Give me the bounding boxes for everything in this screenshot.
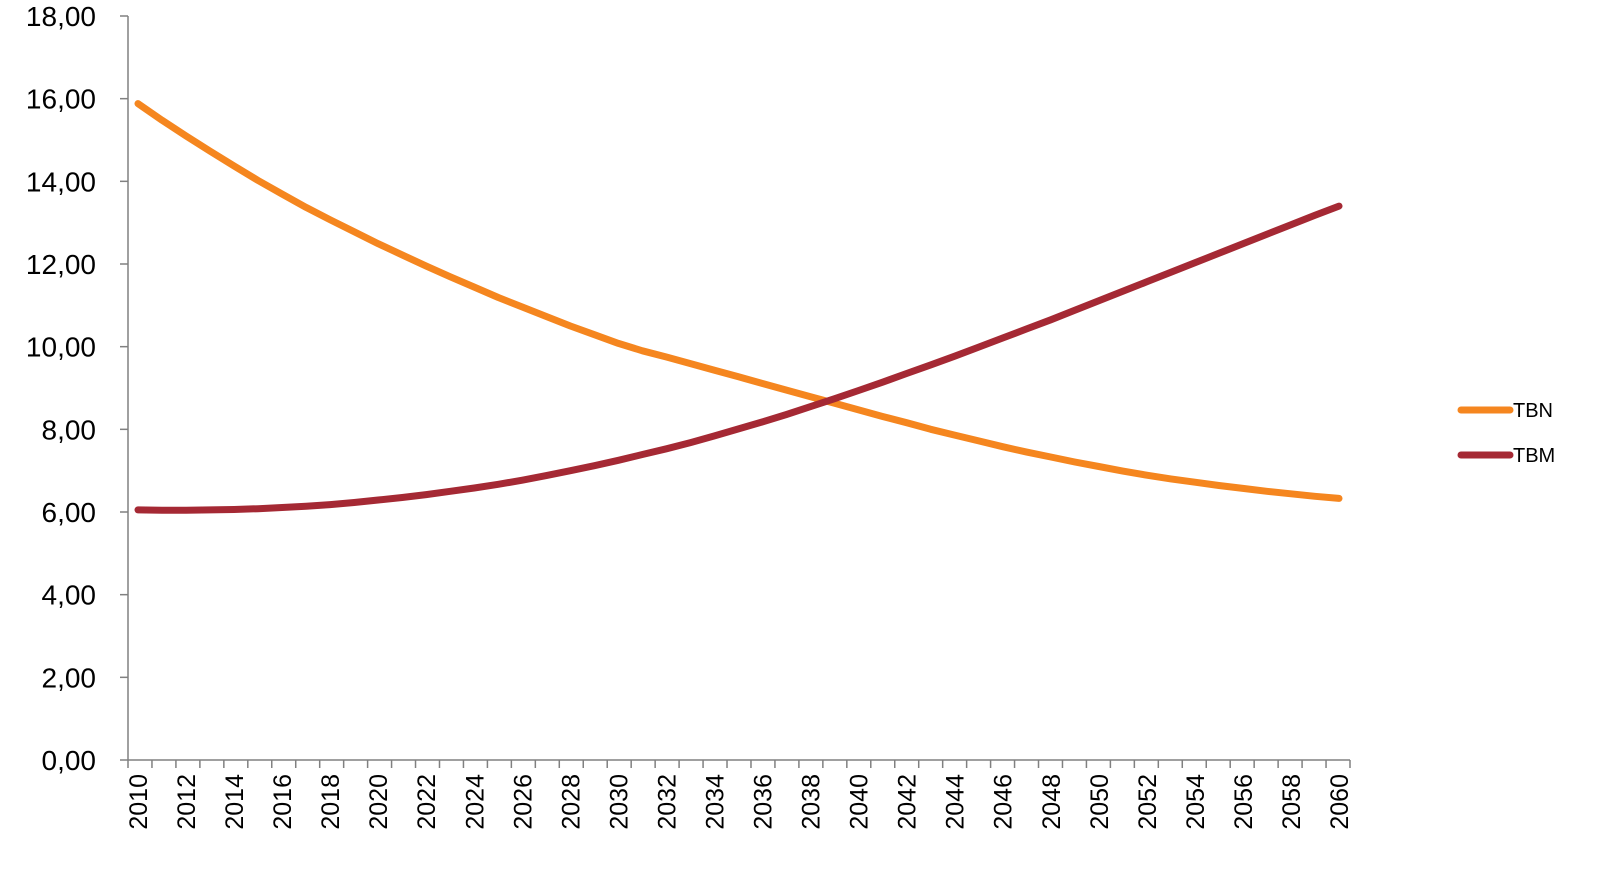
x-tick-label: 2010: [125, 774, 153, 830]
legend-label-tbm: TBM: [1513, 445, 1555, 467]
x-tick-label: 2036: [750, 774, 778, 830]
x-tick-label: 2060: [1326, 774, 1354, 830]
x-tick-label: 2014: [221, 774, 249, 830]
x-tick-label: 2026: [509, 774, 537, 830]
x-tick-label: 2016: [269, 774, 297, 830]
legend-label-tbn: TBN: [1513, 400, 1553, 422]
series-line-tbn: [134, 100, 1343, 502]
x-tick-label: 2040: [846, 774, 874, 830]
y-tick-label: 18,00: [26, 1, 96, 32]
x-tick-label: 2058: [1278, 774, 1306, 830]
x-tick-label: 2024: [461, 774, 489, 830]
y-tick-label: 10,00: [26, 332, 96, 363]
x-tick-label: 2050: [1086, 774, 1114, 830]
y-tick-label: 16,00: [26, 84, 96, 115]
x-tick-label: 2032: [653, 774, 681, 830]
y-tick-label: 8,00: [42, 414, 97, 445]
y-tick-label: 2,00: [42, 662, 97, 693]
x-tick-label: 2056: [1230, 774, 1258, 830]
x-tick-label: 2038: [798, 774, 826, 830]
y-tick-label: 14,00: [26, 166, 96, 197]
x-tick-label: 2022: [413, 774, 441, 830]
x-tick-label: 2028: [557, 774, 585, 830]
y-tick-label: 4,00: [42, 580, 97, 611]
y-tick-label: 12,00: [26, 249, 96, 280]
legend: TBN TBM: [1457, 400, 1555, 467]
x-tick-label: 2052: [1134, 774, 1162, 830]
y-tick-label: 0,00: [42, 745, 97, 776]
x-tick-label: 2018: [317, 774, 345, 830]
x-tick-label: 2048: [1038, 774, 1066, 830]
x-tick-label: 2044: [942, 774, 970, 830]
x-tick-label: 2012: [173, 774, 201, 830]
y-tick-label: 6,00: [42, 497, 97, 528]
x-tick-label: 2046: [990, 774, 1018, 830]
x-tick-label: 2042: [894, 774, 922, 830]
x-tick-label: 2030: [605, 774, 633, 830]
series-line-tbm: [134, 202, 1343, 514]
axes: 0,00 2,00 4,00 6,00 8,00 10,00 12,00 14,00 16,00…: [26, 1, 1354, 830]
x-tick-label: 2034: [701, 774, 729, 830]
x-tick-label: 2054: [1182, 774, 1210, 830]
x-tick-label: 2020: [365, 774, 393, 830]
series-lines: [134, 100, 1343, 514]
